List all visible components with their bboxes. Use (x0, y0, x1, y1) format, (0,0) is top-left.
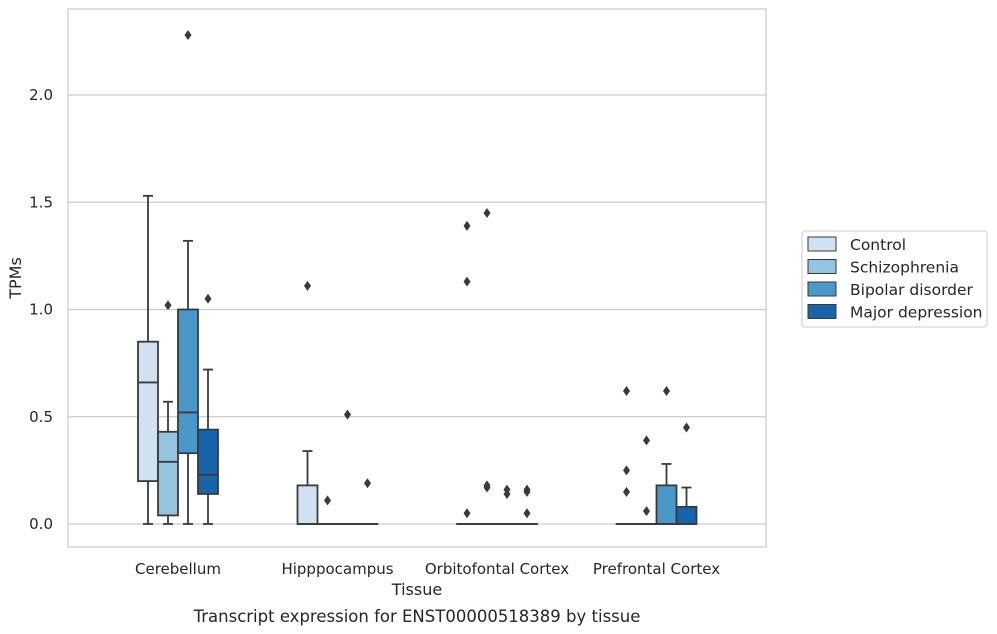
x-tick-label: Cerebellum (135, 560, 221, 578)
box-major-depression (516, 484, 538, 525)
outlier-point (344, 409, 351, 420)
box-major-depression (356, 478, 379, 525)
box-control (137, 194, 159, 525)
y-tick-label: 1.5 (29, 193, 53, 211)
y-tick-label: 0.0 (29, 515, 53, 533)
outlier-point (463, 508, 471, 519)
outlier-point (184, 29, 192, 40)
box-schizophrenia (157, 300, 179, 525)
box-body (197, 428, 219, 495)
legend-swatch (807, 236, 837, 252)
y-tick-labels: 0.0 0.5 1.0 1.5 2.0 (29, 86, 53, 533)
y-tick-label: 1.0 (29, 301, 53, 319)
legend: Control Schizophrenia Bipolar disorder Majo… (801, 230, 988, 328)
box-schizophrenia (635, 435, 658, 525)
y-tick-label: 2.0 (29, 86, 53, 104)
box-major-depression (675, 422, 698, 525)
x-axis-title: Tissue (391, 580, 442, 599)
outlier-point (164, 300, 172, 311)
chart-caption: Transcript expression for ENST0000051838… (193, 607, 641, 626)
outlier-point (463, 276, 471, 287)
box-bipolar-disorder (336, 409, 359, 525)
box-bipolar-disorder (655, 386, 678, 525)
outlier-point (643, 435, 650, 446)
box-body (137, 340, 159, 482)
legend-swatch (807, 304, 837, 319)
outlier-point (483, 207, 491, 218)
outlier-point (623, 386, 630, 397)
outlier-point (503, 484, 511, 495)
box-bipolar-disorder (177, 29, 199, 525)
box-body (296, 484, 319, 525)
legend-label: Bipolar disorder (850, 281, 974, 299)
y-axis-title: TPMs (6, 257, 25, 300)
legend-swatch (807, 281, 837, 297)
outlier-point (364, 478, 371, 489)
x-tick-label: Hipppocampus (281, 560, 393, 578)
outlier-point (623, 486, 630, 497)
outlier-point (304, 280, 311, 291)
x-tick-labels: Cerebellum Hipppocampus Orbitofontal Corte… (135, 560, 720, 578)
box-body (157, 430, 179, 517)
x-tick-label: Prefrontal Cortex (593, 560, 720, 578)
outlier-point (683, 422, 690, 433)
y-tick-label: 0.5 (29, 408, 53, 426)
outlier-point (204, 293, 212, 304)
legend-label: Control (850, 236, 906, 254)
outlier-point (483, 480, 491, 491)
outlier-point (643, 506, 650, 517)
box-schizophrenia (476, 207, 498, 525)
outlier-point (663, 386, 670, 397)
x-tick-label: Orbitofontal Cortex (425, 560, 569, 578)
outlier-point (523, 508, 531, 519)
box-body (675, 505, 698, 525)
legend-label: Schizophrenia (850, 259, 959, 277)
legend-swatch (807, 259, 837, 274)
outlier-point (463, 220, 471, 231)
box-control (456, 220, 478, 525)
legend-frame (801, 230, 988, 328)
box-body (177, 308, 199, 455)
legend-label: Major depression (850, 304, 983, 322)
box-major-depression (197, 293, 219, 525)
outlier-point (623, 465, 630, 476)
plot-area (67, 8, 767, 548)
box-series (137, 29, 698, 525)
outlier-point (324, 495, 331, 506)
box-body (655, 484, 678, 525)
box-control (296, 280, 319, 525)
outlier-point (523, 484, 531, 495)
